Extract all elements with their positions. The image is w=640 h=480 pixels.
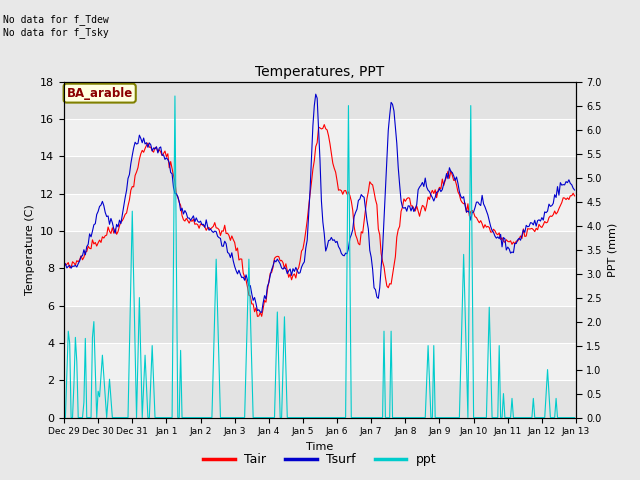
- Text: No data for f_Tdew
No data for f_Tsky: No data for f_Tdew No data for f_Tsky: [3, 14, 109, 38]
- Text: BA_arable: BA_arable: [67, 86, 133, 100]
- Bar: [64, 306, 576, 343]
- Bar: [64, 231, 576, 268]
- Bar: [64, 380, 576, 418]
- Title: Temperatures, PPT: Temperatures, PPT: [255, 65, 385, 79]
- X-axis label: Time: Time: [307, 442, 333, 452]
- Bar: [64, 156, 576, 193]
- Legend: Tair, Tsurf, ppt: Tair, Tsurf, ppt: [198, 448, 442, 471]
- Y-axis label: Temperature (C): Temperature (C): [24, 204, 35, 295]
- Y-axis label: PPT (mm): PPT (mm): [607, 222, 618, 277]
- Bar: [64, 82, 576, 119]
